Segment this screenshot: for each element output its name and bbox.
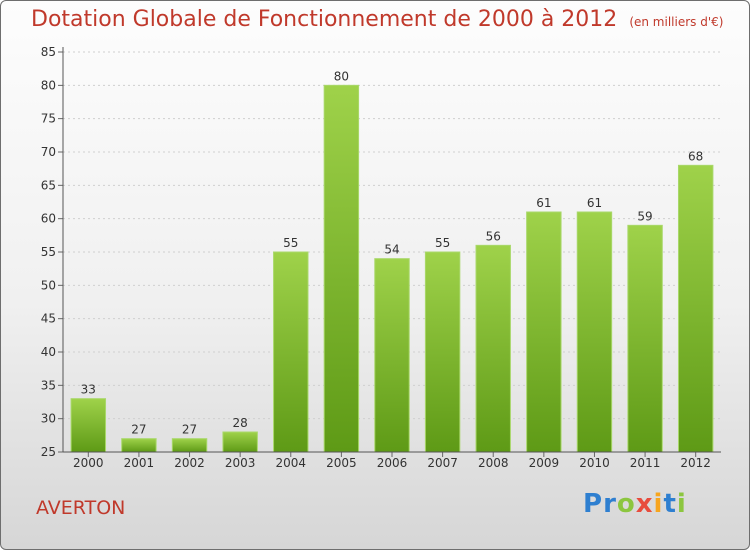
logo-letter: r: [603, 489, 617, 519]
y-tick-label: 30: [41, 412, 56, 426]
bar-value-label: 28: [233, 416, 248, 430]
x-tick-label: 2003: [225, 456, 256, 470]
y-tick-label: 80: [41, 78, 56, 92]
bar-value-label: 61: [587, 196, 602, 210]
bar-value-label: 56: [486, 229, 501, 243]
y-tick-label: 85: [41, 45, 56, 59]
chart-title-text: Dotation Globale de Fonctionnement de 20…: [31, 7, 618, 32]
y-tick-label: 35: [41, 378, 56, 392]
bar: [475, 244, 511, 453]
logo-letter: x: [635, 489, 654, 519]
y-tick-label: 75: [41, 112, 56, 126]
y-tick-label: 45: [41, 312, 56, 326]
bar-value-label: 68: [688, 149, 703, 163]
y-tick-label: 65: [41, 178, 56, 192]
bar-value-label: 80: [334, 69, 349, 83]
chart-subtitle: (en milliers d'€): [629, 15, 724, 29]
x-tick-label: 2010: [579, 456, 610, 470]
bar-value-label: 27: [182, 423, 197, 437]
y-tick-label: 40: [41, 345, 56, 359]
bar: [121, 438, 157, 453]
x-tick-label: 2012: [680, 456, 711, 470]
logo-letter: t: [663, 489, 677, 519]
bar-value-label: 27: [131, 423, 146, 437]
town-name: AVERTON: [36, 497, 126, 519]
bar: [222, 431, 258, 453]
chart-title: Dotation Globale de Fonctionnement de 20…: [31, 7, 723, 32]
logo-letter: i: [653, 489, 664, 519]
bar-value-label: 55: [283, 236, 298, 250]
bar: [526, 211, 562, 453]
x-tick-label: 2001: [124, 456, 155, 470]
x-tick-label: 2004: [275, 456, 306, 470]
bar: [323, 84, 360, 453]
bar: [576, 211, 613, 453]
x-tick-label: 2005: [326, 456, 357, 470]
x-tick-label: 2002: [174, 456, 205, 470]
proxiti-logo: Proxiti: [583, 489, 687, 519]
y-tick-label: 55: [41, 245, 56, 259]
bar-value-label: 33: [81, 383, 96, 397]
y-tick-label: 50: [41, 278, 56, 292]
bar: [677, 164, 714, 453]
bars: 33 27 27 28 55 80 54 55 56 61 61 59 68: [70, 69, 714, 453]
axes: 25 30 35 40 45 50 55 60 65 70 75 80 85 2000 2001 2002 20…: [41, 45, 721, 470]
x-tick-label: 2007: [427, 456, 458, 470]
y-tick-label: 25: [41, 445, 56, 459]
bar-value-label: 54: [384, 243, 399, 257]
y-tick-label: 60: [41, 212, 56, 226]
x-tick-label: 2000: [73, 456, 104, 470]
logo-letter: i: [676, 489, 687, 519]
bar-value-label: 59: [637, 209, 652, 223]
bar-value-label: 61: [536, 196, 551, 210]
logo-letter: o: [616, 489, 636, 519]
bar: [171, 438, 208, 453]
bar: [374, 258, 410, 453]
x-tick-label: 2009: [529, 456, 560, 470]
bar: [627, 224, 663, 453]
bar-value-label: 55: [435, 236, 450, 250]
bar: [273, 251, 309, 453]
bar: [70, 398, 107, 453]
y-tick-label: 70: [41, 145, 56, 159]
x-tick-label: 2006: [377, 456, 408, 470]
x-tick-label: 2011: [630, 456, 661, 470]
logo-letter: P: [583, 489, 604, 519]
bar: [424, 251, 461, 453]
x-tick-label: 2008: [478, 456, 509, 470]
